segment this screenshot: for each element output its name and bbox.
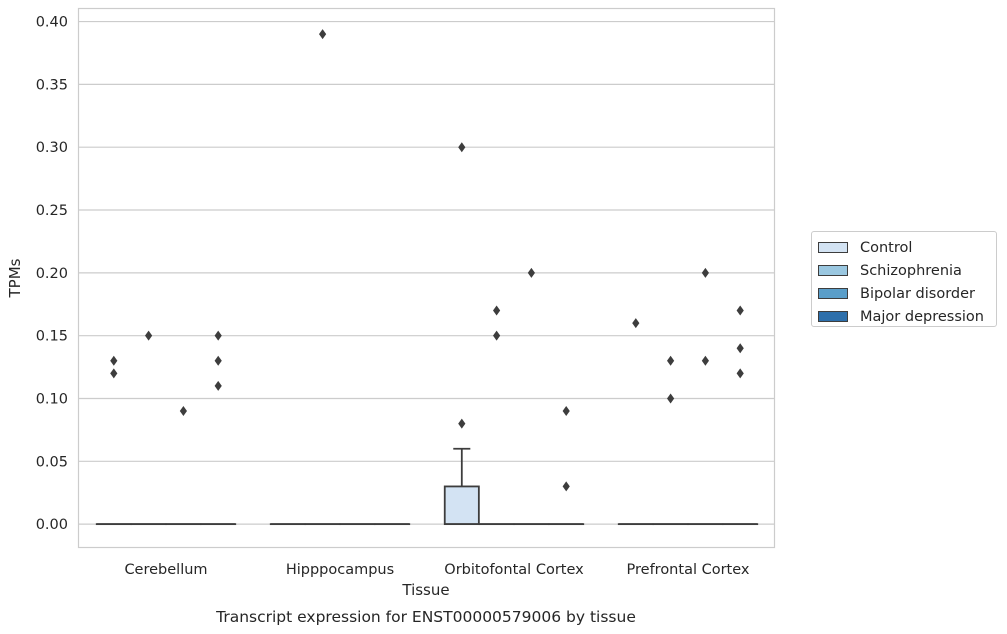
outlier-point (214, 380, 222, 391)
outlier-points (110, 29, 744, 492)
legend-item-schizophrenia: Schizophrenia (818, 259, 996, 282)
y-tick-label: 0.20 (36, 266, 68, 282)
legend-item-major-depression: Major depression (818, 305, 996, 328)
legend-swatch-major-depression (818, 311, 848, 322)
legend-item-bipolar-disorder: Bipolar disorder (818, 282, 996, 305)
legend-item-control: Control (818, 236, 996, 259)
y-tick-label: 0.25 (36, 203, 68, 219)
outlier-point (632, 318, 640, 329)
outlier-point (179, 406, 187, 417)
y-tick-label: 0.40 (36, 15, 68, 31)
outlier-point (214, 330, 222, 341)
legend-swatch-bipolar-disorder (818, 288, 848, 299)
outlier-point (667, 393, 675, 404)
legend-label-control: Control (860, 239, 913, 256)
outlier-point (493, 330, 501, 341)
boxes (95, 447, 759, 526)
outlier-point (527, 267, 535, 278)
outlier-point (110, 368, 118, 379)
x-tick-label: Prefrontal Cortex (627, 562, 750, 578)
outlier-point (667, 355, 675, 366)
legend-label-schizophrenia: Schizophrenia (860, 262, 962, 279)
x-tick-label: Cerebellum (124, 562, 207, 578)
y-tick-label: 0.15 (36, 329, 68, 345)
outlier-point (214, 355, 222, 366)
chart-title: Transcript expression for ENST0000057900… (215, 608, 636, 626)
x-axis-label: Tissue (401, 581, 449, 599)
outlier-point (493, 305, 501, 316)
outlier-point (562, 406, 570, 417)
x-tick-label: Hipppocampus (286, 562, 394, 578)
y-axis-label: TPMs (6, 258, 24, 298)
grid-lines (79, 20, 775, 525)
box-body (443, 485, 480, 526)
outlier-point (319, 29, 327, 40)
y-tick-label: 0.00 (36, 517, 68, 533)
outlier-point (145, 330, 153, 341)
y-tick-label: 0.05 (36, 454, 68, 470)
legend-swatch-schizophrenia (818, 265, 848, 276)
legend-label-bipolar-disorder: Bipolar disorder (860, 285, 975, 302)
outlier-point (736, 305, 744, 316)
y-tick-label: 0.35 (36, 77, 68, 93)
legend-label-major-depression: Major depression (860, 308, 984, 325)
outlier-point (701, 355, 709, 366)
box-control (443, 447, 480, 526)
y-tick-labels: 0.00 0.05 0.10 0.15 0.20 0.25 0.30 0.35 0.40 (36, 15, 68, 534)
legend-swatch-control (818, 242, 848, 253)
x-tick-labels: Cerebellum Hipppocampus Orbitofontal Corte… (124, 562, 749, 578)
outlier-point (701, 267, 709, 278)
outlier-point (736, 343, 744, 354)
y-tick-label: 0.30 (36, 140, 68, 156)
outlier-point (562, 481, 570, 492)
plot-frame (77, 7, 776, 549)
outlier-point (458, 418, 466, 429)
outlier-point (458, 142, 466, 153)
y-tick-label: 0.10 (36, 391, 68, 407)
legend: Control Schizophrenia Bipolar disorder M… (811, 231, 997, 327)
outlier-point (736, 368, 744, 379)
x-tick-label: Orbitofontal Cortex (444, 562, 584, 578)
outlier-point (110, 355, 118, 366)
